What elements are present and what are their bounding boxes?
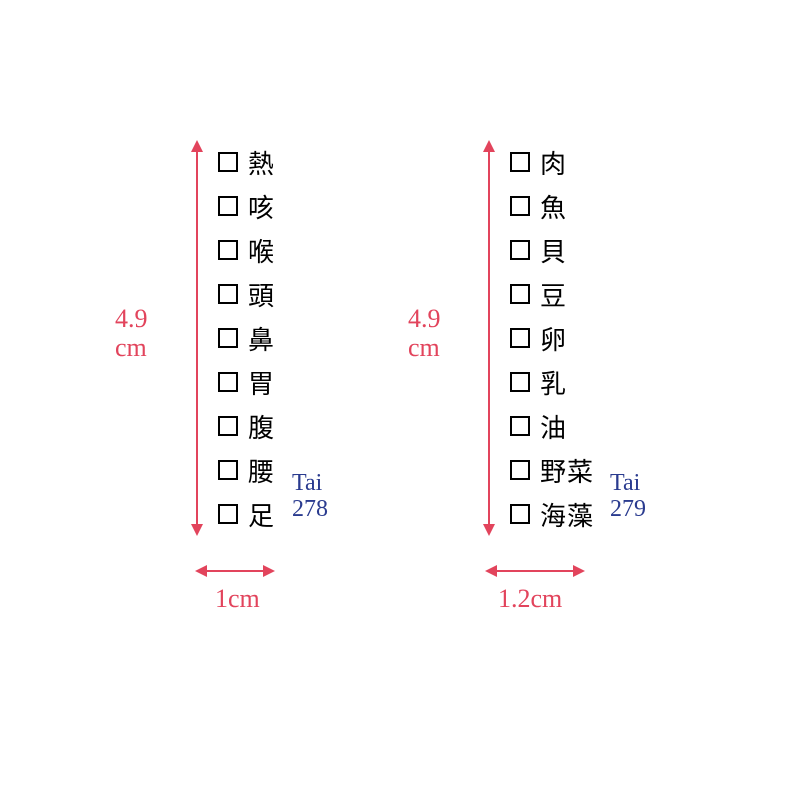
checkbox-icon [510, 504, 530, 524]
checkbox-icon [218, 328, 238, 348]
item-label: 熱 [248, 144, 275, 181]
checkbox-icon [218, 240, 238, 260]
column-foods: 肉 魚 貝 豆 卵 乳 油 野菜 海藻 [510, 140, 594, 536]
item-label: 乳 [540, 364, 567, 401]
list-item: 頭 [218, 272, 275, 316]
checkbox-icon [218, 196, 238, 216]
list-item: 乳 [510, 360, 594, 404]
item-label: 胃 [248, 364, 275, 401]
checkbox-icon [510, 196, 530, 216]
item-label: 足 [248, 496, 275, 533]
list-item: 海藻 [510, 492, 594, 536]
checklist-symptoms: 熱 咳 喉 頭 鼻 胃 腹 腰 足 [218, 140, 275, 536]
column-symptoms: 熱 咳 喉 頭 鼻 胃 腹 腰 足 [218, 140, 275, 536]
item-label: 卵 [540, 320, 567, 357]
item-label: 腰 [248, 452, 275, 489]
list-item: 野菜 [510, 448, 594, 492]
item-label: 頭 [248, 276, 275, 313]
width-dimension-label: 1cm [215, 585, 260, 614]
width-dimension-label: 1.2cm [498, 585, 562, 614]
height-dimension-label: 4.9 cm [115, 305, 148, 362]
list-item: 熱 [218, 140, 275, 184]
item-label: 油 [540, 408, 567, 445]
width-arrow-icon [485, 570, 585, 572]
list-item: 魚 [510, 184, 594, 228]
checkbox-icon [218, 152, 238, 172]
checkbox-icon [510, 240, 530, 260]
item-label: 腹 [248, 408, 275, 445]
reference-label: Tai 279 [610, 470, 646, 523]
checkbox-icon [218, 372, 238, 392]
item-label: 咳 [248, 188, 275, 225]
checkbox-icon [510, 460, 530, 480]
list-item: 喉 [218, 228, 275, 272]
checkbox-icon [218, 284, 238, 304]
checkbox-icon [510, 284, 530, 304]
checkbox-icon [218, 504, 238, 524]
checkbox-icon [218, 416, 238, 436]
checkbox-icon [510, 372, 530, 392]
reference-label: Tai 278 [292, 470, 328, 523]
item-label: 喉 [248, 232, 275, 269]
item-label: 鼻 [248, 320, 275, 357]
item-label: 豆 [540, 276, 567, 313]
checkbox-icon [218, 460, 238, 480]
list-item: 咳 [218, 184, 275, 228]
item-label: 貝 [540, 232, 567, 269]
height-arrow-icon [488, 140, 490, 536]
list-item: 豆 [510, 272, 594, 316]
item-label: 肉 [540, 144, 567, 181]
item-label: 魚 [540, 188, 567, 225]
list-item: 貝 [510, 228, 594, 272]
height-dimension-label: 4.9 cm [408, 305, 441, 362]
checklist-foods: 肉 魚 貝 豆 卵 乳 油 野菜 海藻 [510, 140, 594, 536]
checkbox-icon [510, 328, 530, 348]
canvas: 熱 咳 喉 頭 鼻 胃 腹 腰 足 4.9 cm 1cm Tai 278 肉 魚… [0, 0, 800, 800]
checkbox-icon [510, 416, 530, 436]
height-arrow-icon [196, 140, 198, 536]
list-item: 腰 [218, 448, 275, 492]
list-item: 腹 [218, 404, 275, 448]
item-label: 野菜 [540, 452, 594, 489]
width-arrow-icon [195, 570, 275, 572]
list-item: 胃 [218, 360, 275, 404]
list-item: 足 [218, 492, 275, 536]
item-label: 海藻 [540, 496, 594, 533]
list-item: 鼻 [218, 316, 275, 360]
list-item: 油 [510, 404, 594, 448]
list-item: 卵 [510, 316, 594, 360]
list-item: 肉 [510, 140, 594, 184]
checkbox-icon [510, 152, 530, 172]
